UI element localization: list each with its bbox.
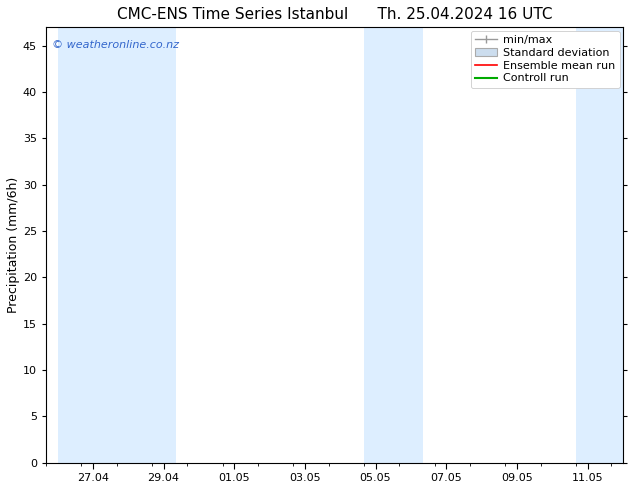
Bar (364, 27, 423, 463)
Text: © weatheronline.co.nz: © weatheronline.co.nz (51, 40, 179, 50)
Bar (58, 27, 176, 463)
Legend: min/max, Standard deviation, Ensemble mean run, Controll run: min/max, Standard deviation, Ensemble me… (470, 30, 619, 88)
Title: CMC-ENS Time Series Istanbul      Th. 25.04.2024 16 UTC: CMC-ENS Time Series Istanbul Th. 25.04.2… (117, 7, 552, 22)
Bar (576, 27, 623, 463)
Y-axis label: Precipitation (mm/6h): Precipitation (mm/6h) (7, 177, 20, 313)
